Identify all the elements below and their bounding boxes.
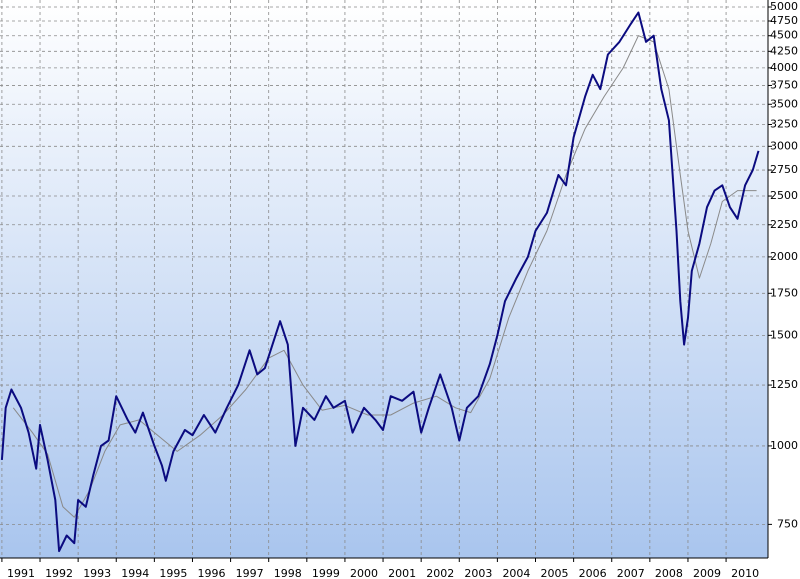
- y-tick-label: 4750: [770, 14, 798, 27]
- x-tick-label: 2008: [655, 567, 683, 579]
- y-tick-label: 3750: [770, 78, 798, 91]
- y-tick-label: 4250: [770, 44, 798, 57]
- y-tick-label: 2000: [770, 250, 798, 263]
- x-tick-label: 2002: [426, 567, 454, 579]
- y-tick-label: 5000: [770, 0, 798, 13]
- x-tick-label: 1993: [83, 567, 111, 579]
- x-tick-label: 2001: [388, 567, 416, 579]
- y-tick-label: 3250: [770, 117, 798, 130]
- y-tick-label: 1250: [770, 378, 798, 391]
- x-tick-label: 1991: [7, 567, 35, 579]
- x-tick-label: 2005: [541, 567, 569, 579]
- y-tick-label: 4000: [770, 61, 798, 74]
- y-tick-label: 4500: [770, 29, 798, 42]
- x-tick-label: 2010: [731, 567, 759, 579]
- y-tick-label: 1000: [770, 439, 798, 452]
- x-tick-label: 2006: [579, 567, 607, 579]
- series-line: [12, 35, 757, 518]
- x-tick-label: 2007: [617, 567, 645, 579]
- x-tick-label: 1999: [312, 567, 340, 579]
- y-tick-label: 2500: [770, 189, 798, 202]
- x-tick-label: 1995: [159, 567, 187, 579]
- x-tick-label: 1997: [236, 567, 264, 579]
- plot-background: [0, 0, 768, 558]
- y-tick-label: 750: [777, 517, 798, 530]
- y-tick-label: 3500: [770, 97, 798, 110]
- y-tick-label: 1750: [770, 286, 798, 299]
- y-tick-label: 2750: [770, 163, 798, 176]
- y-tick-label: 2250: [770, 218, 798, 231]
- x-tick-label: 1992: [45, 567, 73, 579]
- series-line: [0, 11, 760, 553]
- x-tick-label: 1994: [121, 567, 149, 579]
- y-tick-label: 3000: [770, 139, 798, 152]
- x-tick-label: 1996: [198, 567, 226, 579]
- x-tick-label: 1998: [274, 567, 302, 579]
- x-tick-label: 2004: [502, 567, 530, 579]
- y-tick-label: 1500: [770, 328, 798, 341]
- x-tick-label: 2000: [350, 567, 378, 579]
- x-tick-label: 2009: [693, 567, 721, 579]
- x-tick-label: 2003: [464, 567, 492, 579]
